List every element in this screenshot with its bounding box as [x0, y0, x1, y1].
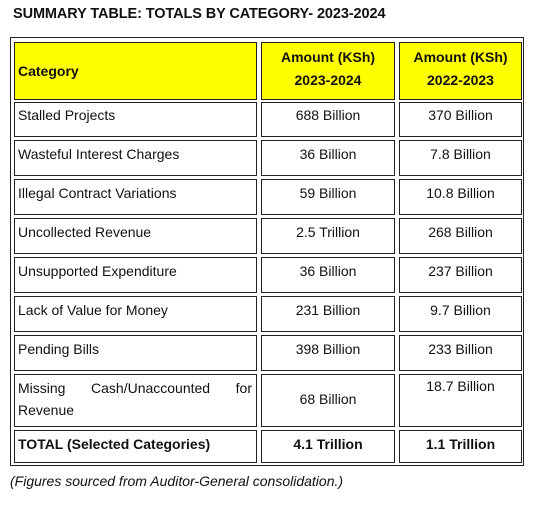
- category-label: Uncollected Revenue: [18, 224, 152, 240]
- table-cell-amount: 9.7 Billion: [399, 296, 522, 332]
- total-label: TOTAL (Selected Categories): [18, 436, 211, 452]
- table-row-category: Unsupported Expenditure: [14, 257, 257, 293]
- table-cell-amount: 688 Billion: [261, 102, 395, 137]
- category-label: Stalled Projects: [18, 107, 116, 123]
- category-label: Illegal Contract Variations: [18, 185, 177, 201]
- table-cell-amount: 370 Billion: [399, 102, 522, 137]
- table-row-category: Lack of Value for Money: [14, 296, 257, 332]
- table-row-category: Uncollected Revenue: [14, 218, 257, 254]
- table-cell-amount: 2.5 Trillion: [261, 218, 395, 254]
- category-label: Unsupported Expenditure: [18, 263, 177, 279]
- category-label-line2: Revenue: [18, 402, 75, 418]
- table-row-category: Wasteful Interest Charges: [14, 140, 257, 176]
- header-amount-2022-2023: Amount (KSh) 2022-2023: [399, 42, 522, 100]
- table-row-category: Missing Cash/Unaccounted for Revenue: [14, 374, 257, 427]
- header-amount-label: Amount (KSh): [280, 49, 376, 65]
- table-row-total-category: TOTAL (Selected Categories): [14, 430, 257, 463]
- table-cell-amount: 237 Billion: [399, 257, 522, 293]
- category-label: Lack of Value for Money: [18, 302, 168, 318]
- table-row-category: Illegal Contract Variations: [14, 179, 257, 215]
- table-cell-amount: 231 Billion: [261, 296, 395, 332]
- table-cell-amount: 398 Billion: [261, 335, 395, 371]
- table-cell-amount: 233 Billion: [399, 335, 522, 371]
- table-cell-amount: 68 Billion: [261, 374, 395, 427]
- table-row-category: Pending Bills: [14, 335, 257, 371]
- table-cell-total-amount: 1.1 Trillion: [399, 430, 522, 463]
- category-label-line1: Missing Cash/Unaccounted for: [18, 377, 252, 399]
- header-amount-label: Amount (KSh): [413, 49, 508, 65]
- header-category-label: Category: [18, 63, 79, 79]
- footnote: (Figures sourced from Auditor-General co…: [10, 473, 344, 489]
- category-word: for: [235, 380, 252, 396]
- header-year-label: 2022-2023: [427, 72, 494, 88]
- header-amount-2023-2024: Amount (KSh) 2023-2024: [261, 42, 395, 100]
- category-word: Missing: [18, 380, 66, 396]
- category-label: Wasteful Interest Charges: [18, 146, 180, 162]
- table-cell-amount: 59 Billion: [261, 179, 395, 215]
- table-row-category: Stalled Projects: [14, 102, 257, 137]
- table-cell-amount: 268 Billion: [399, 218, 522, 254]
- category-word: Cash/Unaccounted: [91, 380, 211, 396]
- page-title: SUMMARY TABLE: TOTALS BY CATEGORY- 2023-…: [13, 6, 386, 22]
- header-year-label: 2023-2024: [294, 72, 362, 88]
- category-label: Pending Bills: [18, 341, 99, 357]
- table-cell-total-amount: 4.1 Trillion: [261, 430, 395, 463]
- header-category: Category: [14, 42, 257, 100]
- summary-table: Category Amount (KSh) 2023-2024 Amount (…: [10, 37, 524, 466]
- table-cell-amount: 7.8 Billion: [399, 140, 522, 176]
- table-cell-amount: 36 Billion: [261, 257, 395, 293]
- table-cell-amount: 18.7 Billion: [399, 374, 522, 427]
- table-cell-amount: 36 Billion: [261, 140, 395, 176]
- table-cell-amount: 10.8 Billion: [399, 179, 522, 215]
